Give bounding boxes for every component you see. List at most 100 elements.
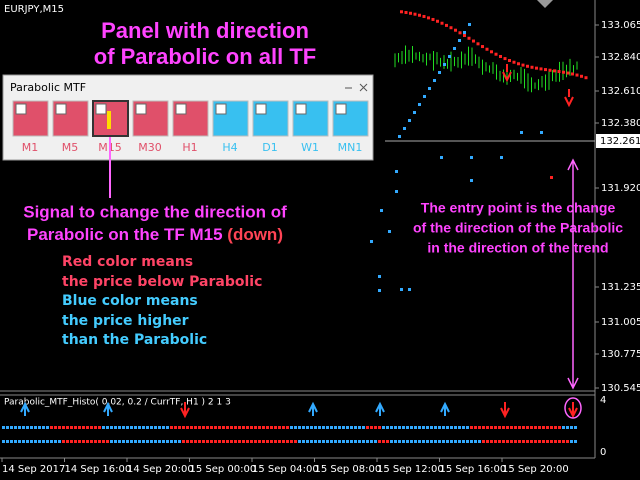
histo-cell: [258, 440, 261, 443]
histo-cell: [466, 426, 469, 429]
histo-cell: [186, 440, 189, 443]
sar-dot: [562, 70, 565, 74]
sar-dot: [395, 190, 398, 193]
histo-cell: [182, 440, 185, 443]
histo-cell: [378, 440, 381, 443]
sar-dot: [443, 63, 446, 66]
sar-dot: [400, 10, 403, 14]
histo-cell: [562, 440, 565, 443]
histo-cell: [90, 440, 93, 443]
histo-cell: [506, 440, 509, 443]
histo-arrow: [20, 401, 30, 416]
histo-cell: [374, 440, 377, 443]
tf-label: M30: [138, 141, 162, 154]
sar-dot: [500, 156, 503, 159]
histo-cell: [170, 440, 173, 443]
histo-cell: [366, 426, 369, 429]
current-price-box: [596, 134, 640, 148]
histo-cell: [158, 440, 161, 443]
sar-dot: [433, 79, 436, 82]
histo-cell: [558, 440, 561, 443]
entry-note: of the direction of the Parabolic: [413, 220, 623, 236]
current-price: 132.261: [600, 136, 640, 147]
histo-cell: [22, 440, 25, 443]
histo-cell: [42, 440, 45, 443]
histo-cell: [310, 440, 313, 443]
histo-cell: [102, 440, 105, 443]
histo-cell: [74, 440, 77, 443]
histo-cell: [66, 440, 69, 443]
sar-dot: [395, 170, 398, 173]
histo-cell: [134, 440, 137, 443]
histo-cell: [254, 426, 257, 429]
histo-cell: [398, 440, 401, 443]
histo-cell: [450, 426, 453, 429]
sar-dot: [400, 288, 403, 291]
histo-cell: [350, 426, 353, 429]
histo-cell: [114, 426, 117, 429]
histo-cell: [398, 426, 401, 429]
histo-cell: [122, 440, 125, 443]
histo-cell: [70, 440, 73, 443]
histo-cell: [402, 426, 405, 429]
sar-dot: [418, 103, 421, 106]
sar-dot: [408, 119, 411, 122]
price-label: 131.920: [601, 183, 640, 194]
close-button[interactable]: [359, 83, 368, 92]
histo-cell: [138, 426, 141, 429]
histo-cell: [62, 426, 65, 429]
sar-dot: [550, 176, 553, 179]
price-label: 130.775: [601, 349, 640, 360]
price-label: 133.065: [601, 20, 640, 31]
price-label: 131.005: [601, 317, 640, 328]
scroll-marker: [537, 0, 553, 8]
histo-cell: [226, 440, 229, 443]
histo-cell: [262, 440, 265, 443]
sar-dot: [485, 47, 489, 51]
tf-checkbox: [95, 103, 107, 115]
sar-dot: [503, 57, 507, 61]
blue-note: than the Parabolic: [62, 332, 207, 348]
histo-cell: [482, 440, 485, 443]
histo-cell: [214, 440, 217, 443]
histo-cell: [110, 426, 113, 429]
tf-label: M5: [62, 141, 79, 154]
histo-cell: [266, 440, 269, 443]
histo-cell: [142, 440, 145, 443]
sar-dot: [566, 71, 570, 75]
sar-dot: [535, 66, 538, 70]
histo-cell: [34, 426, 37, 429]
signal-note: Parabolic on the TF M15 (down): [27, 225, 283, 244]
sar-dot: [530, 65, 534, 69]
time-label: 14 Sep 20:00: [127, 464, 194, 475]
histo-cell: [2, 440, 5, 443]
histo-cell: [62, 440, 65, 443]
histo-cell: [206, 440, 209, 443]
histo-cell: [106, 426, 109, 429]
histo-cell: [94, 440, 97, 443]
histo-cell: [242, 440, 245, 443]
histo-cell: [374, 426, 377, 429]
sar-dot: [467, 36, 471, 40]
histo-cell: [414, 440, 417, 443]
histo-cell: [74, 426, 77, 429]
time-label: 15 Sep 20:00: [502, 464, 569, 475]
histo-cell: [470, 440, 473, 443]
histo-cell: [154, 440, 157, 443]
tf-checkbox: [135, 103, 147, 115]
sar-dot: [517, 62, 520, 66]
price-label: 131.235: [601, 282, 640, 293]
histo-cell: [178, 426, 181, 429]
histo-cell: [518, 426, 521, 429]
histo-cell: [574, 426, 577, 429]
histo-cell: [86, 440, 89, 443]
histo-cell: [434, 426, 437, 429]
histo-cell: [82, 426, 85, 429]
histo-cell: [386, 440, 389, 443]
histo-cell: [558, 426, 561, 429]
sar-dot: [453, 47, 456, 50]
histo-cell: [450, 440, 453, 443]
histo-cell: [530, 426, 533, 429]
histo-cell: [406, 440, 409, 443]
histo-cell: [458, 426, 461, 429]
